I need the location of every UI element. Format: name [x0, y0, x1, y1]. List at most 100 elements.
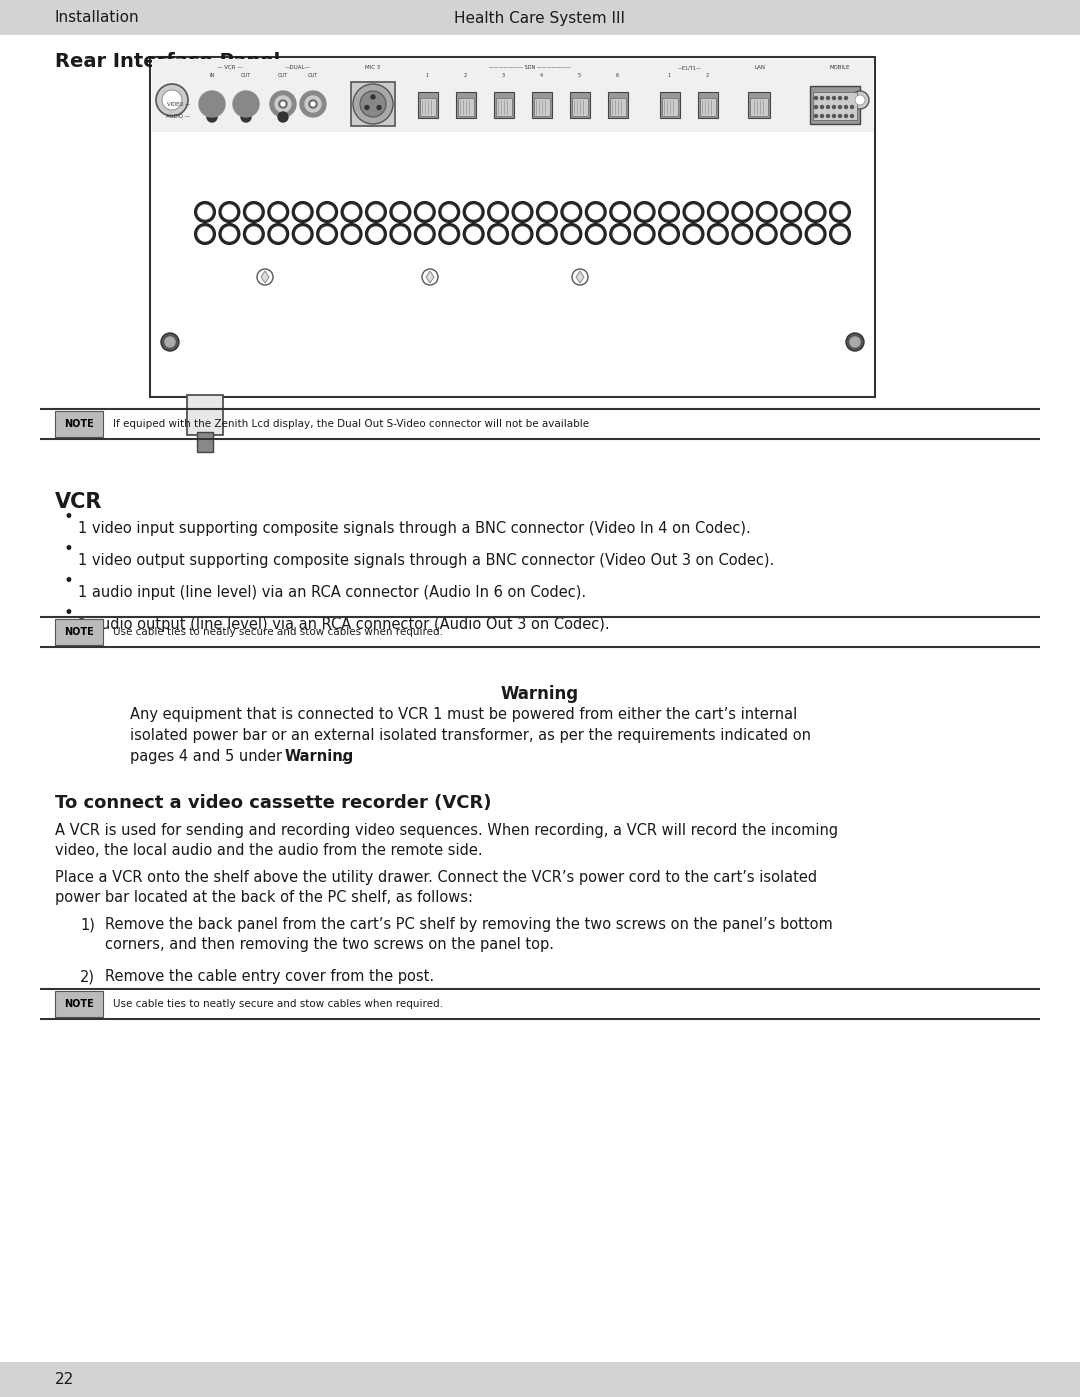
Text: corners, and then removing the two screws on the panel top.: corners, and then removing the two screw… [105, 937, 554, 951]
Circle shape [377, 106, 381, 109]
Bar [0, 0, 1080, 35]
Circle shape [562, 203, 581, 222]
Circle shape [418, 205, 432, 219]
Circle shape [415, 224, 435, 244]
Circle shape [161, 332, 179, 351]
Circle shape [838, 115, 841, 117]
Circle shape [806, 224, 825, 244]
Text: If equiped with the Zenith Lcd display, the Dual Out S-Video connector will not : If equiped with the Zenith Lcd display, … [113, 419, 589, 429]
Circle shape [199, 91, 225, 117]
Text: video, the local audio and the audio from the remote side.: video, the local audio and the audio fro… [55, 842, 483, 858]
Circle shape [244, 102, 248, 106]
Text: OUT: OUT [278, 73, 288, 78]
Circle shape [687, 226, 701, 242]
Circle shape [735, 205, 750, 219]
Text: 1 video input supporting composite signals through a BNC connector (Video In 4 o: 1 video input supporting composite signa… [78, 521, 751, 536]
Circle shape [781, 203, 801, 222]
Text: Use cable ties to neatly secure and stow cables when required.: Use cable ties to neatly secure and stow… [113, 999, 443, 1009]
Text: NOTE: NOTE [64, 627, 94, 637]
Polygon shape [576, 271, 584, 284]
Bar [534, 98, 550, 116]
Text: 3: 3 [501, 73, 504, 78]
Text: Any equipment that is connected to VCR 1 must be powered from either the cart’s : Any equipment that is connected to VCR 1… [130, 707, 797, 722]
Circle shape [440, 203, 459, 222]
Circle shape [707, 203, 728, 222]
Bar [813, 92, 858, 120]
Circle shape [279, 101, 287, 108]
Circle shape [309, 101, 318, 108]
Circle shape [732, 224, 753, 244]
Circle shape [814, 106, 818, 109]
Text: 5: 5 [578, 73, 581, 78]
Circle shape [318, 203, 337, 222]
Text: 1 audio output (line level) via an RCA connector (Audio Out 3 on Codec).: 1 audio output (line level) via an RCA c… [78, 617, 609, 631]
Circle shape [293, 224, 313, 244]
Bar [570, 92, 590, 117]
Bar [351, 82, 395, 126]
Circle shape [244, 203, 264, 222]
Circle shape [565, 226, 579, 242]
Circle shape [711, 226, 725, 242]
Text: 2: 2 [705, 73, 708, 78]
Circle shape [195, 224, 215, 244]
Circle shape [851, 115, 853, 117]
Bar [496, 98, 512, 116]
Text: Use cable ties to neatly secure and stow cables when required.: Use cable ties to neatly secure and stow… [113, 627, 443, 637]
Circle shape [781, 224, 801, 244]
Bar [420, 98, 436, 116]
Bar [660, 92, 680, 117]
Circle shape [244, 224, 264, 244]
Circle shape [491, 226, 505, 242]
Text: Remove the cable entry cover from the post.: Remove the cable entry cover from the po… [105, 970, 434, 983]
Circle shape [219, 203, 240, 222]
Circle shape [422, 270, 438, 285]
Circle shape [809, 205, 823, 219]
Circle shape [826, 96, 829, 99]
Circle shape [833, 96, 836, 99]
Text: NOTE: NOTE [64, 999, 94, 1009]
Bar [458, 98, 474, 116]
Circle shape [707, 224, 728, 244]
Circle shape [247, 226, 261, 242]
Text: •: • [63, 571, 72, 590]
Circle shape [851, 91, 869, 109]
Text: LAN: LAN [755, 66, 766, 70]
Circle shape [242, 101, 249, 108]
Circle shape [165, 337, 175, 346]
Bar [608, 92, 627, 117]
Text: VIDEO —: VIDEO — [166, 102, 190, 106]
Text: MIC 3: MIC 3 [365, 66, 380, 70]
Circle shape [360, 91, 386, 117]
Circle shape [846, 332, 864, 351]
Circle shape [821, 115, 824, 117]
Circle shape [305, 96, 321, 112]
Circle shape [341, 203, 362, 222]
Text: 1: 1 [667, 73, 671, 78]
Text: •: • [63, 541, 72, 557]
Polygon shape [426, 271, 434, 284]
Circle shape [659, 224, 679, 244]
Circle shape [463, 203, 484, 222]
Circle shape [271, 226, 285, 242]
Bar [748, 92, 770, 117]
Circle shape [537, 224, 557, 244]
Circle shape [467, 205, 481, 219]
Circle shape [732, 203, 753, 222]
Circle shape [831, 203, 850, 222]
Circle shape [467, 226, 481, 242]
Circle shape [210, 102, 214, 106]
Circle shape [296, 226, 310, 242]
Circle shape [845, 115, 848, 117]
Circle shape [208, 101, 216, 108]
Circle shape [821, 106, 824, 109]
Circle shape [833, 226, 847, 242]
Text: 2): 2) [80, 970, 95, 983]
Circle shape [366, 203, 386, 222]
Bar [494, 92, 514, 117]
Circle shape [278, 112, 288, 122]
Circle shape [219, 224, 240, 244]
Circle shape [687, 205, 701, 219]
Text: 1 audio input (line level) via an RCA connector (Audio In 6 on Codec).: 1 audio input (line level) via an RCA co… [78, 585, 586, 599]
Text: 4: 4 [539, 73, 542, 78]
Text: AUDIO —: AUDIO — [166, 115, 190, 120]
